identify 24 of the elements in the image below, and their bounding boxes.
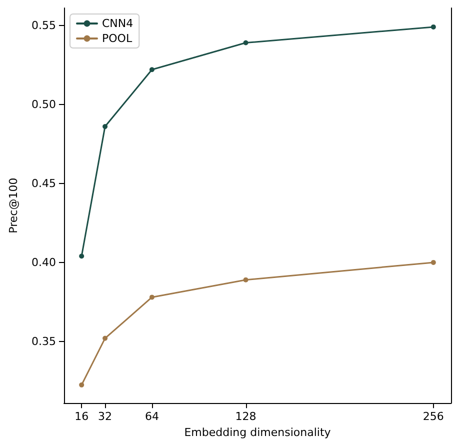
legend-label: CNN4 — [102, 17, 134, 30]
point — [430, 24, 436, 30]
point — [149, 67, 154, 72]
point — [79, 254, 84, 259]
x-tick-label: 256 — [422, 410, 444, 424]
x-axis-title: Embedding dimensionality — [184, 426, 332, 439]
point — [243, 40, 248, 46]
point — [102, 336, 108, 341]
y-tick-label: 0.50 — [32, 98, 56, 111]
y-tick-label: 0.35 — [32, 334, 56, 348]
x-tick-label: 128 — [235, 410, 256, 424]
legend-label: POOL — [102, 32, 133, 45]
x-tick-label: 16 — [74, 410, 89, 424]
x-tick-label: 64 — [144, 410, 159, 424]
point — [79, 382, 84, 388]
point — [149, 294, 154, 300]
y-axis-title: Prec@100 — [7, 178, 20, 234]
y-tick-label: 0.45 — [32, 176, 56, 190]
point — [430, 260, 436, 265]
point — [243, 277, 248, 282]
y-tick-label: 0.55 — [32, 18, 56, 32]
y-tick-label: 0.40 — [32, 256, 56, 269]
x-tick-label: 32 — [98, 410, 112, 424]
point — [102, 124, 108, 130]
